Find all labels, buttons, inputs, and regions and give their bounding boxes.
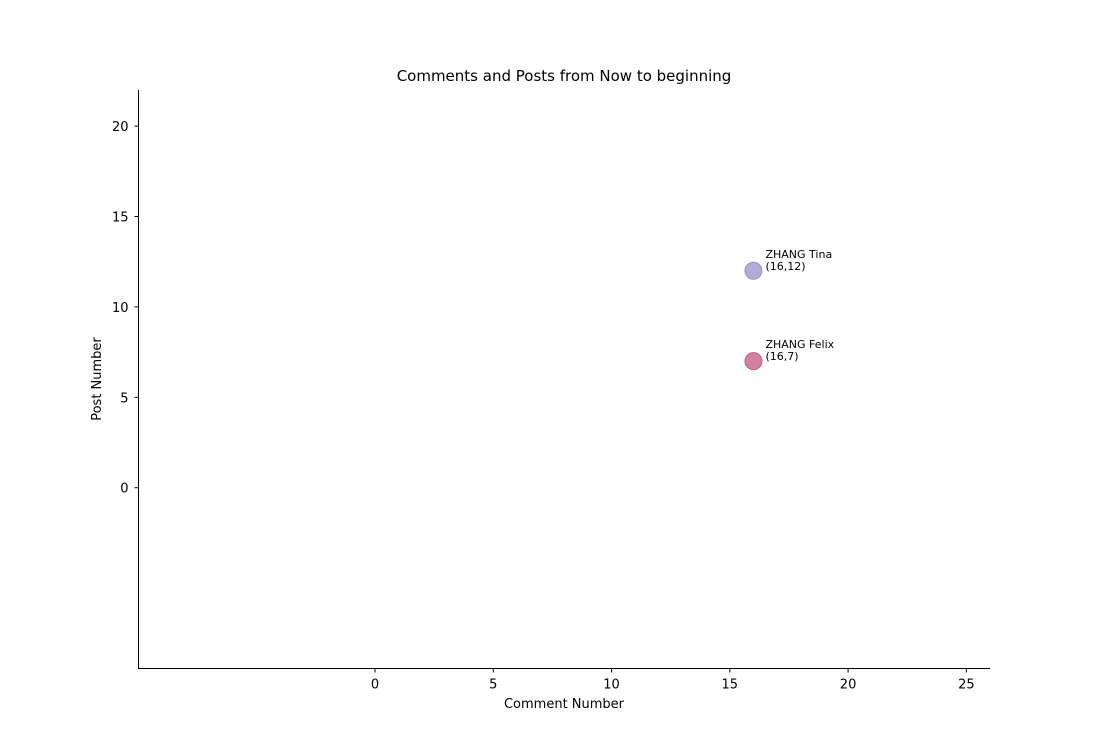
x-tick-label: 0 [371,678,379,693]
x-tick-label: 25 [958,678,975,693]
x-axis-label: Comment Number [504,697,625,712]
point-coord-label: (16,7) [765,350,798,363]
chart-title: Comments and Posts from Now to beginning [397,67,732,85]
y-tick-label: 5 [120,391,128,406]
x-tick-label: 5 [489,678,497,693]
data-points: ZHANG Tina(16,12) ZHANG Felix(16,7) [744,248,835,371]
x-tick-label: 15 [722,678,739,693]
data-point [744,261,763,280]
x-axis-ticks: 0 5 10 15 20 25 [371,668,975,693]
y-tick-label: 10 [112,301,129,316]
data-point [744,352,763,371]
y-axis-ticks: 0 5 10 15 20 [112,120,139,497]
y-tick-label: 20 [112,120,129,135]
point-name-label: ZHANG Felix [765,338,834,351]
y-axis-label: Post Number [90,337,105,421]
x-tick-label: 20 [840,678,857,693]
y-tick-label: 0 [120,482,128,497]
x-tick-label: 10 [603,678,620,693]
point-coord-label: (16,12) [765,260,805,273]
point-name-label: ZHANG Tina [765,248,832,261]
y-tick-label: 15 [112,211,129,226]
